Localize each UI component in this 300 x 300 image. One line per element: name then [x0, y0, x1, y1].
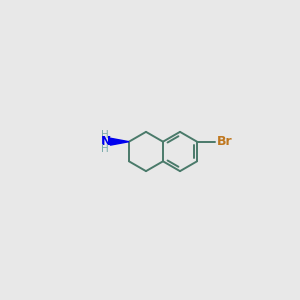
- Polygon shape: [110, 138, 129, 145]
- Text: H: H: [101, 144, 109, 154]
- Text: N: N: [101, 135, 111, 148]
- Text: H: H: [101, 130, 109, 140]
- Text: Br: Br: [217, 135, 232, 148]
